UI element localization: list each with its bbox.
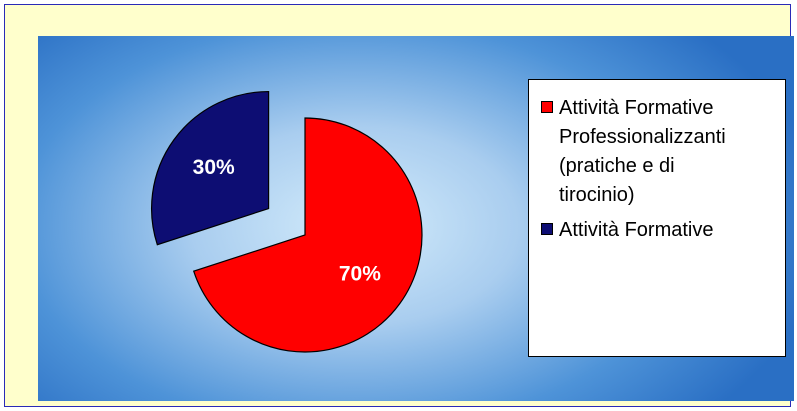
- legend-swatch-navy: [541, 223, 553, 235]
- pie-slice-70pct: [192, 117, 423, 353]
- legend-label-professionalizzanti: Attività Formative Professionalizzanti (…: [559, 97, 726, 206]
- legend-label-formative: Attività Formative: [559, 219, 714, 241]
- legend: Attività Formative Professionalizzanti (…: [528, 79, 786, 357]
- plot-area: 70% 30% Attività Formative Professionaliz…: [38, 36, 794, 401]
- legend-item-formative: Attività Formative: [541, 216, 775, 245]
- pie-slice-30pct: [151, 90, 270, 246]
- chart-frame: 70% 30% Attività Formative Professionaliz…: [4, 4, 794, 407]
- legend-swatch-red: [541, 101, 553, 113]
- pie-chart: 70% 30%: [151, 90, 423, 353]
- legend-item-professionalizzanti: Attività Formative Professionalizzanti (…: [541, 94, 775, 210]
- slice-label-30pct: 30%: [193, 156, 235, 179]
- slice-label-70pct: 70%: [339, 262, 381, 285]
